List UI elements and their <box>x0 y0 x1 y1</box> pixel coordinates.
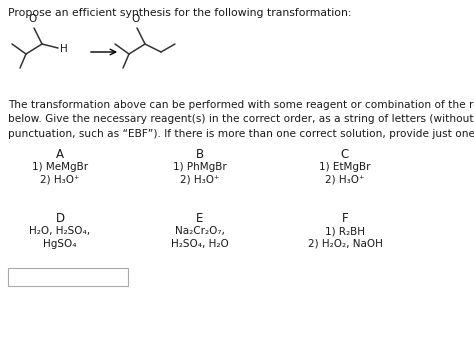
Text: 1) EtMgBr: 1) EtMgBr <box>319 162 371 172</box>
Text: H₂O, H₂SO₄,: H₂O, H₂SO₄, <box>29 226 91 236</box>
Text: 2) H₃O⁺: 2) H₃O⁺ <box>40 175 80 185</box>
Text: 1) MeMgBr: 1) MeMgBr <box>32 162 88 172</box>
Text: 2) H₃O⁺: 2) H₃O⁺ <box>180 175 220 185</box>
Text: B: B <box>196 148 204 161</box>
Text: 2) H₂O₂, NaOH: 2) H₂O₂, NaOH <box>308 239 383 249</box>
Text: D: D <box>55 212 64 225</box>
Text: Propose an efficient synthesis for the following transformation:: Propose an efficient synthesis for the f… <box>8 8 352 18</box>
Text: H₂SO₄, H₂O: H₂SO₄, H₂O <box>171 239 229 249</box>
Text: 2) H₃O⁺: 2) H₃O⁺ <box>325 175 365 185</box>
Text: 1) PhMgBr: 1) PhMgBr <box>173 162 227 172</box>
FancyBboxPatch shape <box>8 268 128 286</box>
Text: H: H <box>60 44 68 54</box>
Text: E: E <box>196 212 204 225</box>
Text: 1) R₂BH: 1) R₂BH <box>325 226 365 236</box>
Text: A: A <box>56 148 64 161</box>
Text: HgSO₄: HgSO₄ <box>43 239 77 249</box>
Text: O: O <box>29 14 37 24</box>
Text: Na₂Cr₂O₇,: Na₂Cr₂O₇, <box>175 226 225 236</box>
Text: O: O <box>132 14 140 24</box>
Text: F: F <box>342 212 348 225</box>
Text: The transformation above can be performed with some reagent or combination of th: The transformation above can be performe… <box>8 100 474 139</box>
Text: C: C <box>341 148 349 161</box>
